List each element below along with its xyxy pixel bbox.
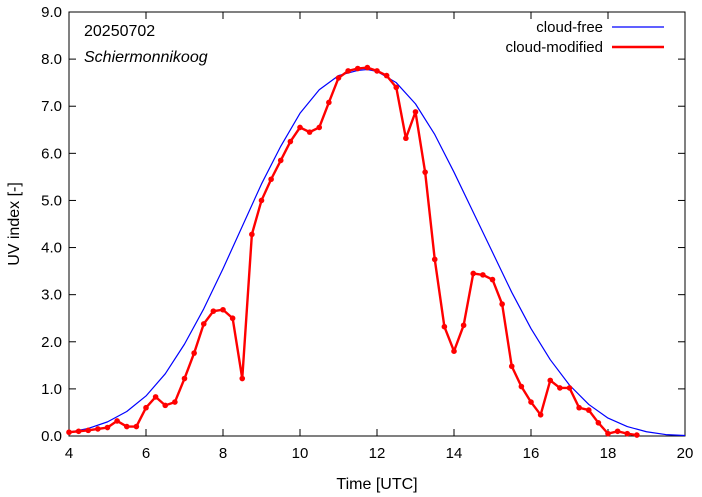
- y-tick-label: 7.0: [41, 98, 62, 115]
- data-point-cloud-modified: [383, 72, 390, 79]
- y-tick-label: 1.0: [41, 381, 62, 398]
- x-axis-ticks: 4 6 8 10 12 14 16 18 20: [65, 12, 694, 462]
- data-point-cloud-modified: [585, 407, 592, 413]
- data-point-cloud-modified: [441, 323, 448, 330]
- data-point-cloud-modified: [605, 430, 611, 437]
- data-point-cloud-modified: [345, 68, 351, 74]
- data-point-cloud-modified: [258, 197, 265, 204]
- y-tick-label: 0.0: [41, 428, 62, 445]
- data-point-cloud-modified: [143, 404, 149, 411]
- x-tick-label: 20: [677, 445, 694, 462]
- data-point-cloud-modified: [393, 84, 400, 91]
- data-point-cloud-modified: [229, 315, 236, 322]
- data-point-cloud-modified: [277, 157, 284, 164]
- data-point-cloud-modified: [133, 423, 140, 430]
- y-tick-label: 2.0: [41, 334, 62, 351]
- x-tick-label: 10: [292, 445, 309, 462]
- data-point-cloud-modified: [191, 350, 197, 356]
- station-annotation: Schiermonnikoog: [84, 49, 208, 66]
- y-tick-label: 3.0: [41, 287, 62, 304]
- data-point-cloud-modified: [508, 363, 515, 370]
- data-point-cloud-modified: [75, 428, 82, 435]
- data-point-cloud-modified: [85, 427, 92, 434]
- x-axis-label: Time [UTC]: [336, 476, 417, 493]
- legend: cloud-free cloud-modified: [505, 19, 664, 56]
- data-point-cloud-modified: [306, 129, 313, 135]
- y-axis-ticks: 0.0 1.0 2.0 3.0 4.0 5.0 6.0 7.0 8.0 9.0: [41, 4, 685, 445]
- data-point-cloud-modified: [576, 404, 582, 411]
- data-point-cloud-modified: [595, 420, 602, 426]
- y-tick-label: 4.0: [41, 240, 62, 257]
- x-tick-label: 8: [219, 445, 227, 462]
- data-point-cloud-modified: [537, 412, 544, 418]
- y-tick-label: 8.0: [41, 51, 62, 68]
- data-point-cloud-modified: [566, 385, 573, 391]
- plot-frame: [68, 11, 686, 437]
- x-tick-label: 4: [65, 445, 73, 462]
- data-point-cloud-modified: [335, 75, 342, 81]
- x-tick-label: 12: [369, 445, 386, 462]
- date-annotation: 20250702: [84, 23, 155, 40]
- data-point-cloud-modified: [518, 383, 525, 390]
- data-point-cloud-modified: [624, 430, 631, 437]
- data-point-cloud-modified: [210, 308, 217, 314]
- data-point-cloud-modified: [499, 301, 505, 307]
- data-point-cloud-modified: [268, 176, 274, 183]
- data-point-cloud-modified: [220, 306, 226, 313]
- x-tick-label: 18: [600, 445, 617, 462]
- data-point-cloud-modified: [326, 99, 332, 106]
- data-point-cloud-modified: [364, 64, 371, 71]
- data-point-cloud-modified: [172, 399, 178, 405]
- data-point-cloud-modified: [95, 426, 101, 432]
- data-point-cloud-modified: [422, 169, 428, 175]
- legend-label-cloud-free: cloud-free: [536, 19, 603, 36]
- data-point-cloud-modified: [460, 322, 467, 329]
- data-point-cloud-modified: [181, 375, 188, 382]
- data-point-cloud-modified: [634, 432, 640, 438]
- data-point-cloud-modified: [547, 377, 554, 384]
- x-tick-label: 16: [523, 445, 540, 462]
- data-point-cloud-modified: [412, 109, 419, 115]
- series-line-cloud-free: [68, 68, 686, 437]
- data-point-cloud-modified: [249, 231, 255, 238]
- data-point-cloud-modified: [403, 135, 409, 142]
- data-point-cloud-modified: [123, 423, 130, 430]
- y-tick-label: 5.0: [41, 192, 62, 209]
- y-tick-label: 9.0: [41, 4, 62, 21]
- data-point-cloud-modified: [287, 138, 294, 145]
- data-point-cloud-modified: [470, 270, 477, 277]
- y-tick-label: 6.0: [41, 145, 62, 162]
- data-point-cloud-modified: [114, 418, 120, 424]
- series-layer: [66, 64, 686, 438]
- data-point-cloud-modified: [316, 124, 323, 131]
- data-point-cloud-modified: [528, 399, 534, 405]
- data-point-cloud-modified: [66, 429, 72, 436]
- x-tick-label: 6: [142, 445, 150, 462]
- data-point-cloud-modified: [374, 68, 380, 74]
- data-point-cloud-modified: [557, 385, 563, 391]
- data-point-cloud-modified: [614, 428, 621, 435]
- data-point-cloud-modified: [354, 65, 361, 72]
- data-point-cloud-modified: [152, 394, 159, 400]
- x-tick-label: 14: [446, 445, 463, 462]
- legend-label-cloud-modified: cloud-modified: [505, 39, 603, 56]
- data-point-cloud-modified: [162, 402, 169, 409]
- data-point-cloud-modified: [489, 276, 496, 283]
- data-point-cloud-modified: [104, 424, 111, 431]
- data-point-cloud-modified: [480, 272, 486, 278]
- data-point-cloud-modified: [297, 124, 303, 131]
- data-point-cloud-modified: [200, 321, 207, 327]
- data-point-cloud-modified: [239, 375, 246, 382]
- data-point-cloud-modified: [431, 256, 438, 263]
- data-point-cloud-modified: [451, 348, 457, 355]
- y-axis-label: UV index [-]: [6, 182, 23, 266]
